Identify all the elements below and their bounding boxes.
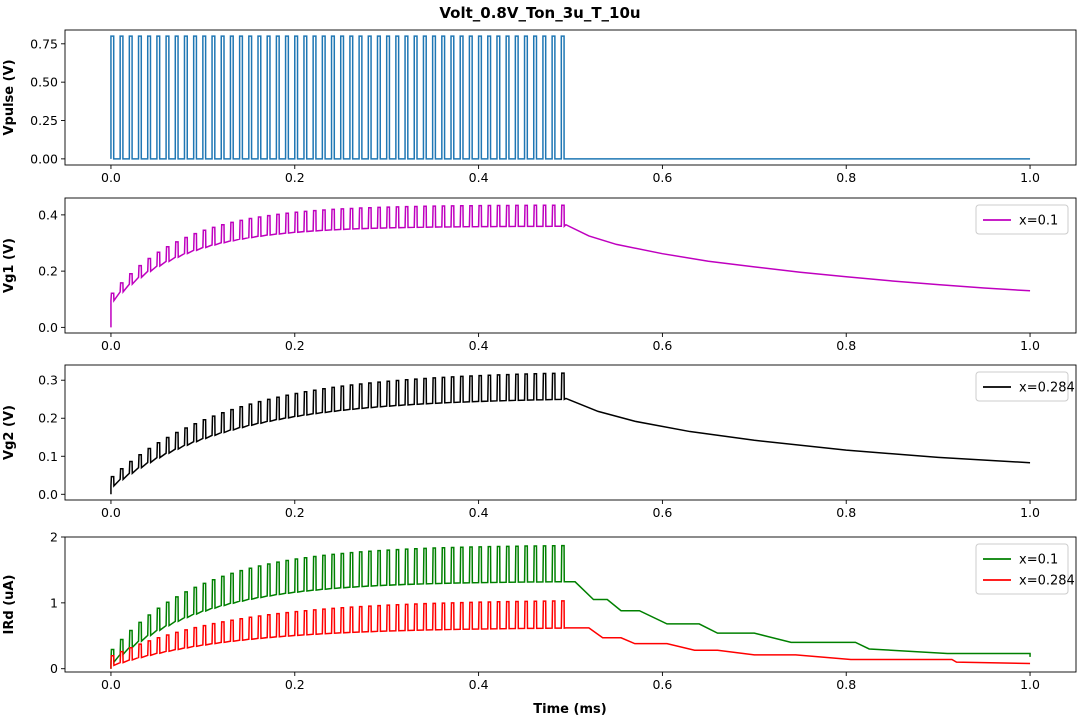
legend-label: x=0.284 [1019,381,1075,396]
y-tick-label: 0.2 [38,411,58,426]
legend: x=0.284 [975,371,1075,402]
x-tick-label: 0.0 [101,170,121,185]
x-axis-label: Time (ms) [533,702,606,717]
y-tick-label: 0.25 [30,113,58,128]
subplot-group: 0.0 0.2 0.4 0.6 0.8 1.00.000.250.500.75Vpulse… [2,29,1077,692]
x-tick-label: 0.2 [285,505,305,520]
legend-box [975,371,1069,402]
x-tick-label: 0.0 [101,505,121,520]
series-line-1 [110,35,1031,160]
y-tick-label: 0.1 [38,449,58,464]
legend: x=0.1 [975,204,1069,235]
series-line-1 [110,372,1031,495]
series-line-1 [110,544,1031,669]
x-tick-label: 0.6 [652,677,672,692]
x-tick-label: 0.4 [469,505,489,520]
y-tick-label: 0.0 [38,320,58,335]
x-tick-label: 0.8 [836,338,856,353]
plot-frame [64,364,1077,501]
subplot-1: 0.0 0.2 0.4 0.6 0.8 1.0 0.00 0.25 0.50 0.75 Vpulse… [2,29,1077,185]
y-axis-label: IRd (uA) [2,575,17,635]
x-tick-label: 0.8 [836,505,856,520]
y-tick-label: 1 [50,595,58,610]
y-tick-label: 2 [50,530,58,545]
y-axis-label: Vpulse (V) [2,59,17,135]
subplot-2: 0.0 0.2 0.4 0.6 0.8 1.0 0.0 0.2 0.4 Vg1 (V) x=0.1 [2,197,1077,353]
x-tick-label: 0.0 [101,338,121,353]
legend-label: x=0.284 [1019,574,1075,589]
y-tick-label: 0.2 [38,264,58,279]
x-tick-label: 0.8 [836,677,856,692]
y-tick-label: 0.0 [38,487,58,502]
x-tick-label: 1.0 [1020,338,1040,353]
y-tick-label: 0.50 [30,75,58,90]
plot-frame [64,29,1077,166]
x-tick-label: 0.4 [469,170,489,185]
y-axis-label: Vg2 (V) [2,405,17,460]
x-tick-label: 0.6 [652,505,672,520]
x-tick-label: 0.4 [469,338,489,353]
x-tick-label: 1.0 [1020,505,1040,520]
legend: x=0.1 x=0.284 [975,543,1075,595]
legend-label: x=0.1 [1019,553,1058,568]
legend-label: x=0.1 [1019,214,1058,229]
series-line-2 [110,600,1031,669]
x-tick-label: 0.0 [101,677,121,692]
x-tick-label: 0.4 [469,677,489,692]
x-tick-label: 0.2 [285,677,305,692]
subplot-4: 0.0 0.2 0.4 0.6 0.8 1.0 0 1 2 IRd (uA) x=0.1 x=0.28… [2,530,1077,692]
x-tick-label: 0.6 [652,338,672,353]
plot-frame [64,536,1077,673]
y-tick-label: 0 [50,661,58,676]
x-tick-label: 0.2 [285,338,305,353]
y-axis-label: Vg1 (V) [2,238,17,293]
x-tick-label: 1.0 [1020,677,1040,692]
y-tick-label: 0.3 [38,373,58,388]
figure-title: Volt_0.8V_Ton_3u_T_10u [439,4,640,22]
x-tick-label: 0.2 [285,170,305,185]
x-tick-label: 0.8 [836,170,856,185]
legend-box [975,543,1069,595]
x-tick-label: 1.0 [1020,170,1040,185]
y-tick-label: 0.00 [30,151,58,166]
y-tick-label: 0.4 [38,207,58,222]
series-line-1 [110,204,1031,328]
subplot-3: 0.0 0.2 0.4 0.6 0.8 1.0 0.0 0.1 0.2 0.3 Vg2 (V) x=0… [2,364,1077,520]
legend-box [975,204,1069,235]
y-tick-label: 0.75 [30,36,58,51]
plot-frame [64,197,1077,334]
x-tick-label: 0.6 [652,170,672,185]
